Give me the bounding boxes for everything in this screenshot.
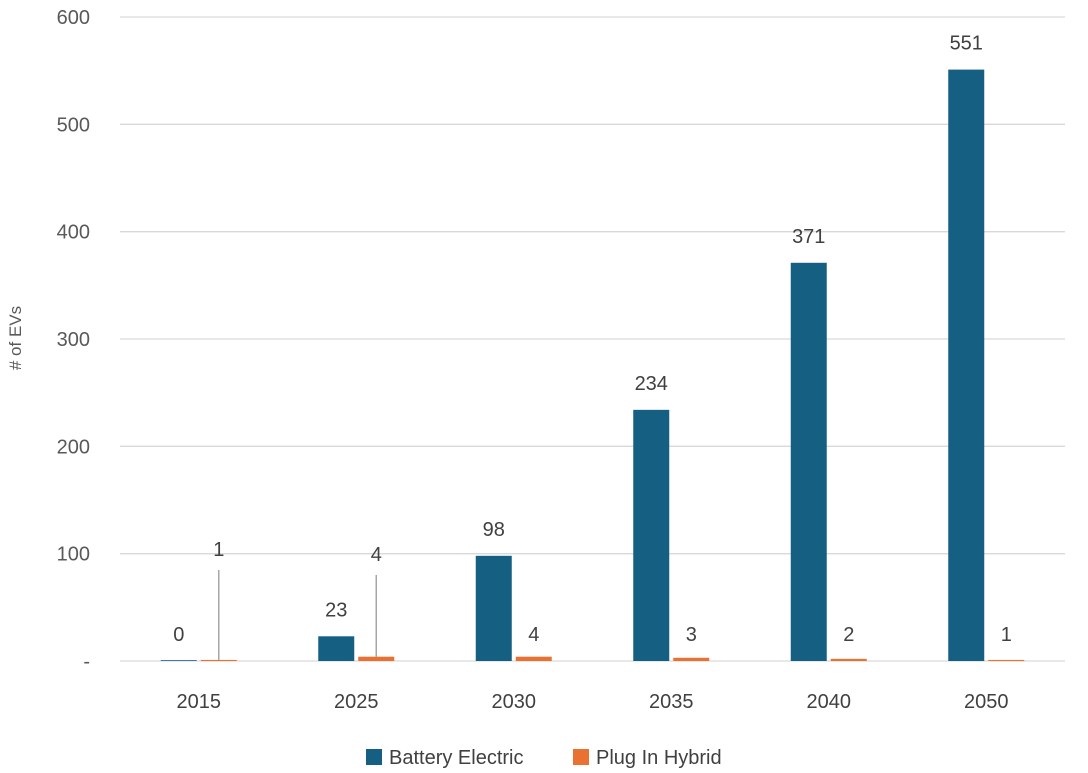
y-tick-label: 100 [57,544,90,566]
y-axis-ticks: - 100 200 300 400 500 600 [57,7,90,673]
data-label: 234 [635,373,668,395]
data-label: 2 [843,624,854,646]
x-axis-ticks: 2015 2025 2030 2035 2040 2050 [177,691,1009,713]
y-tick-label: - [83,651,90,673]
bar-battery-electric [475,555,512,661]
bars [160,69,1025,662]
data-label: 1 [213,539,224,561]
bar-plug-in-hybrid [200,659,237,661]
y-axis-title: # of EVs [6,306,25,370]
x-tick-label: 2025 [334,691,379,713]
data-label: 98 [483,519,505,541]
y-tick-label: 600 [57,7,90,29]
data-label: 3 [686,624,697,646]
data-label: 4 [371,544,382,566]
bar-battery-electric [318,636,355,661]
x-tick-label: 2050 [964,691,1009,713]
bar-battery-electric [633,409,670,661]
y-tick-label: 500 [57,114,90,136]
bar-battery-electric [790,262,827,661]
x-tick-label: 2040 [807,691,852,713]
data-label: 551 [950,33,983,55]
legend-swatch [366,749,382,765]
data-label: 0 [173,624,184,646]
bar-plug-in-hybrid [515,656,552,661]
bar-battery-electric [160,660,197,661]
bar-plug-in-hybrid [830,658,867,661]
leader-lines [218,570,377,660]
bar-plug-in-hybrid [358,656,395,661]
x-tick-label: 2035 [649,691,694,713]
bar-battery-electric [948,69,985,662]
data-label: 371 [792,226,825,248]
legend: Battery Electric Plug In Hybrid [366,747,722,769]
data-label: 1 [1001,624,1012,646]
bar-plug-in-hybrid [673,657,710,661]
legend-label: Battery Electric [389,747,523,769]
bar-plug-in-hybrid [988,659,1025,661]
data-label: 23 [325,599,347,621]
legend-swatch [573,749,589,765]
x-tick-label: 2015 [177,691,222,713]
x-tick-label: 2030 [492,691,537,713]
y-tick-label: 200 [57,436,90,458]
gridlines [120,16,1065,662]
legend-label: Plug In Hybrid [596,747,722,769]
data-label: 4 [528,624,539,646]
y-tick-label: 400 [57,222,90,244]
y-tick-label: 300 [57,329,90,351]
